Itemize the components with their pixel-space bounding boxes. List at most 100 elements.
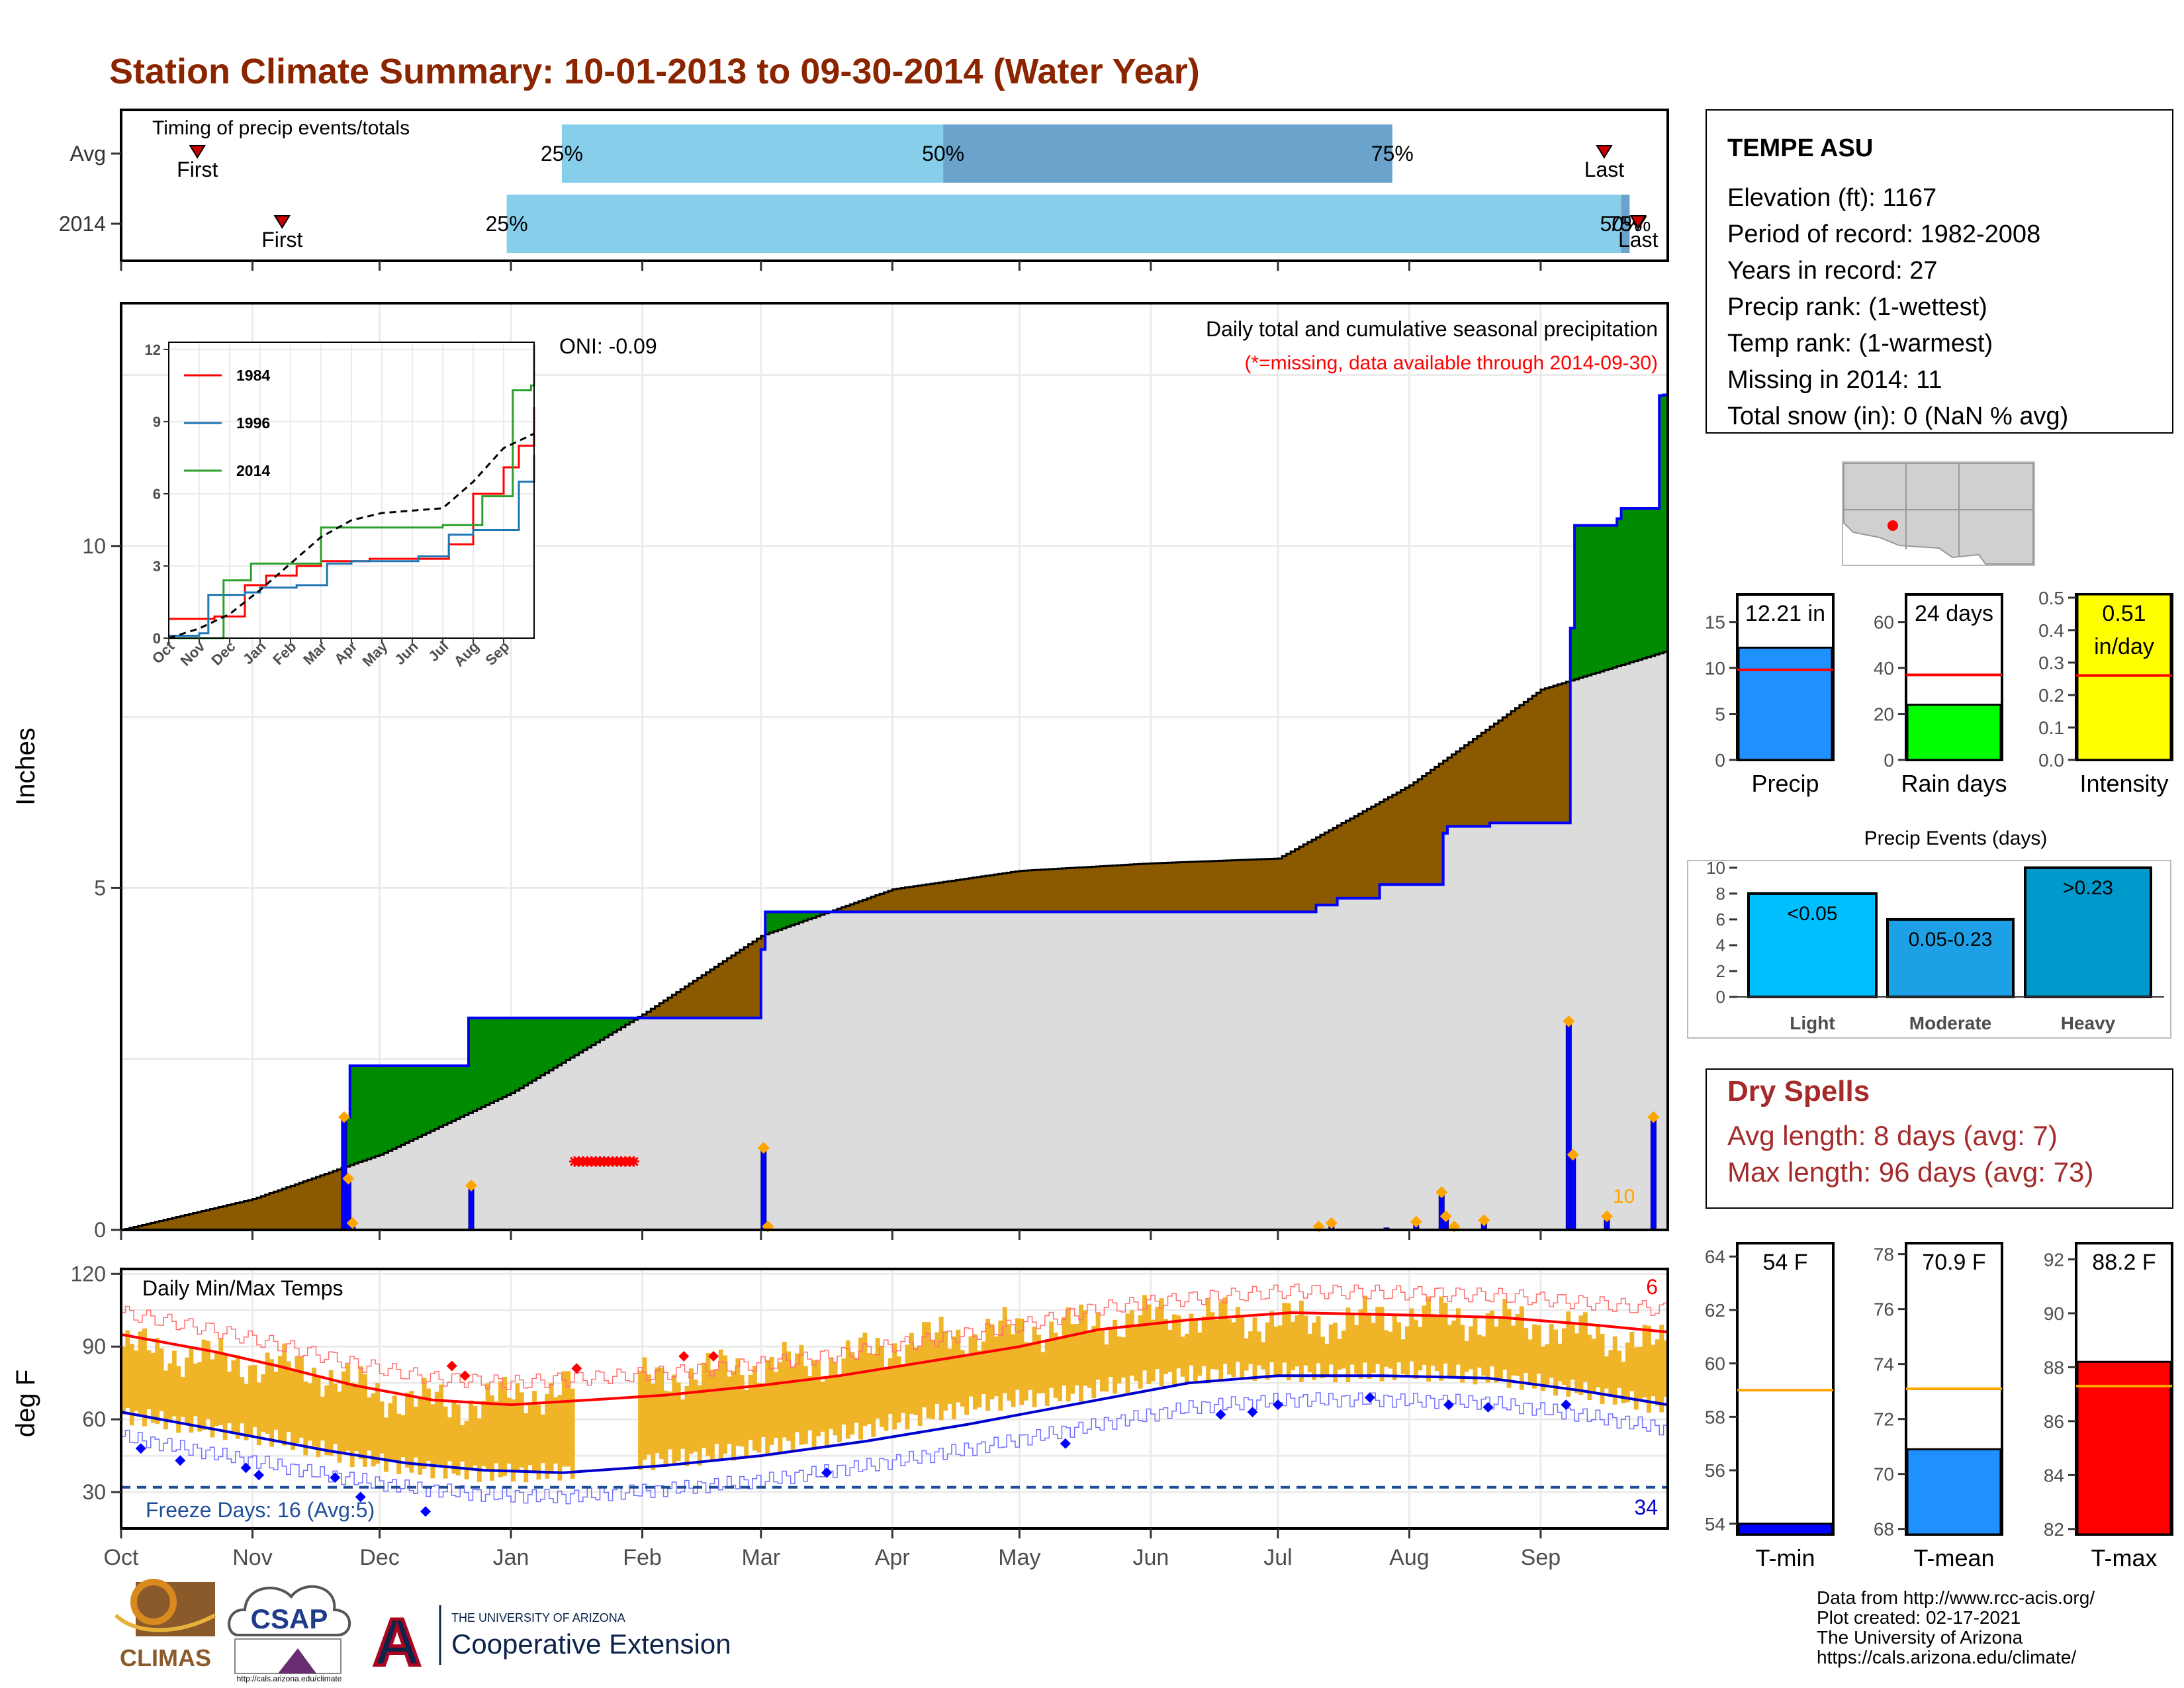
temp-range-bar xyxy=(1358,1309,1363,1379)
temp-range-bar xyxy=(422,1378,427,1469)
timing-bar-50-75 xyxy=(1621,195,1630,253)
normal-area xyxy=(697,1017,702,1230)
surplus-area xyxy=(1608,525,1614,669)
deficit-area xyxy=(1002,873,1007,912)
deficit-area xyxy=(1032,870,1037,912)
temp-range-bar xyxy=(256,1382,261,1446)
temp-range-bar xyxy=(295,1356,300,1443)
temp-range-bar xyxy=(167,1363,173,1421)
normal-area xyxy=(1032,912,1037,1230)
deficit-area xyxy=(1469,742,1474,827)
deficit-area xyxy=(138,1226,143,1230)
temp-range-bar xyxy=(1532,1324,1537,1389)
temp-panel-title: Daily Min/Max Temps xyxy=(142,1276,343,1300)
csap-logo-text: CSAP xyxy=(251,1603,328,1634)
normal-area xyxy=(587,1047,592,1230)
temp-range-bar xyxy=(951,1336,956,1420)
normal-area xyxy=(451,1121,457,1230)
deficit-area xyxy=(185,1215,190,1230)
temp-range-bar xyxy=(1604,1356,1609,1389)
temp-range-bar xyxy=(379,1401,385,1454)
temp-range-bar xyxy=(1502,1298,1508,1370)
normal-area xyxy=(1269,912,1275,1230)
timing-bar-25-50 xyxy=(506,195,1621,253)
t-max-y-tick-label: 82 xyxy=(2044,1519,2064,1540)
deficit-area xyxy=(1434,767,1439,885)
normal-area xyxy=(1277,912,1283,1230)
precip-event-category: Heavy xyxy=(2061,1013,2116,1033)
normal-area xyxy=(816,916,821,1230)
temp-range-bar xyxy=(434,1391,439,1464)
surplus-area xyxy=(600,1017,605,1040)
normal-area xyxy=(1248,912,1253,1230)
record-high-marker xyxy=(708,1350,719,1362)
normal-area xyxy=(1570,680,1575,1230)
surplus-area xyxy=(1612,525,1617,668)
temp-range-bar xyxy=(383,1417,388,1472)
normal-area xyxy=(752,1017,758,1230)
normal-area xyxy=(591,1045,596,1230)
last-event-label: Last xyxy=(1618,228,1659,252)
temp-range-bar xyxy=(1490,1310,1494,1367)
t-min-y-tick-label: 56 xyxy=(1705,1460,1725,1481)
temp-range-bar xyxy=(943,1331,948,1411)
normal-area xyxy=(447,1123,453,1230)
deficit-area xyxy=(1286,853,1291,912)
temp-range-bar xyxy=(277,1356,283,1442)
t-min-label: T-min xyxy=(1756,1544,1815,1571)
temp-range-bar xyxy=(1121,1337,1126,1378)
t-mean-bar xyxy=(1906,1448,2002,1536)
temp-range-bar xyxy=(150,1352,156,1423)
temp-range-bar xyxy=(134,1350,139,1411)
temp-x-tick-label: Sep xyxy=(1521,1545,1561,1570)
normal-area xyxy=(858,912,864,1230)
temp-range-bar xyxy=(672,1374,677,1464)
timing-label-25: 25% xyxy=(486,212,528,236)
normal-area xyxy=(735,1017,741,1230)
normal-area xyxy=(439,1127,444,1230)
deficit-area xyxy=(684,986,690,1018)
normal-area xyxy=(1070,912,1075,1230)
deficit-area xyxy=(1134,864,1139,912)
normal-area xyxy=(532,1080,537,1230)
deficit-area xyxy=(1180,862,1185,912)
precip-y-tick-label: 5 xyxy=(94,876,106,900)
deficit-area xyxy=(739,949,745,1018)
surplus-area xyxy=(515,1017,520,1091)
t-min-y-tick-label: 54 xyxy=(1705,1514,1725,1534)
normal-area xyxy=(993,912,999,1230)
temp-range-bar xyxy=(240,1377,245,1424)
normal-area xyxy=(1612,667,1617,1230)
surplus-area xyxy=(1574,525,1580,680)
temp-range-bar xyxy=(1028,1343,1033,1390)
surplus-area xyxy=(409,1066,414,1141)
normal-area xyxy=(1138,912,1143,1230)
temp-range-bar xyxy=(1367,1313,1372,1379)
deficit-area xyxy=(1185,862,1190,912)
deficit-area xyxy=(1049,868,1054,912)
deficit-area xyxy=(887,890,893,912)
temp-range-bar xyxy=(1222,1297,1228,1364)
normal-area xyxy=(536,1078,541,1230)
deficit-area xyxy=(735,953,741,1018)
deficit-area xyxy=(1502,717,1508,823)
station-location-dot xyxy=(1888,520,1898,531)
daily-precip-marker xyxy=(757,1142,770,1154)
normal-area xyxy=(803,921,808,1230)
temp-range-bar xyxy=(1409,1308,1414,1362)
normal-area xyxy=(1087,912,1092,1230)
temp-range-bar xyxy=(1477,1335,1482,1368)
deficit-area xyxy=(1100,866,1105,912)
temp-range-bar xyxy=(1566,1311,1571,1397)
normal-area xyxy=(1066,912,1071,1230)
missing-day-marker xyxy=(628,1156,639,1167)
normal-area xyxy=(1608,669,1614,1230)
rain-days-y-tick-label: 60 xyxy=(1874,612,1894,633)
normal-area xyxy=(1591,674,1596,1230)
temp-range-bar xyxy=(862,1333,868,1427)
deficit-area xyxy=(256,1197,261,1230)
footer-credits: Data from http://www.rcc-acis.org/ Plot … xyxy=(1817,1587,2095,1667)
temp-range-bar xyxy=(1167,1329,1173,1372)
station-line: Elevation (ft): 1167 xyxy=(1727,184,1936,212)
